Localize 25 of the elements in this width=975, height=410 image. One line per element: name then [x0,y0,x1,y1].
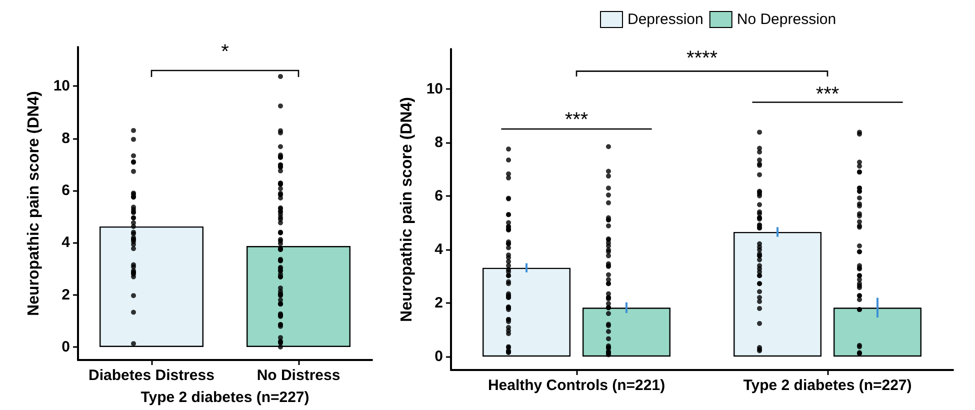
y-tick-label: 6 [434,188,443,205]
y-axis-title: Neuropathic pain score (DN4) [26,91,42,316]
y-tick-label: 0 [62,338,70,356]
annotation: **** [686,47,718,70]
y-axis-title: Neuropathic pain score (DN4) [398,97,416,322]
y-tick-label: 4 [62,234,71,252]
x-tick-label: Diabetes Distress [88,367,214,384]
y-tick-label: 4 [434,241,444,258]
x-tick-label: Healthy Controls (n=221) [488,377,666,394]
y-tick-label: 2 [434,294,443,312]
y-tick-label: 6 [62,182,70,199]
y-tick-label: 0 [434,348,443,366]
x-tick-label: Type 2 diabetes (n=227) [743,377,912,394]
y-tick-label: 2 [62,286,70,304]
legend-label: No Depression [736,11,836,28]
legend-label: Depression [628,11,704,28]
annotation: *** [564,109,588,132]
y-tick-label: 8 [62,130,70,147]
x-tick-label: No Distress [256,367,340,384]
annotation: * [221,41,230,64]
annotation: *** [816,83,840,106]
x-axis-title: Type 2 diabetes (n=227) [140,389,310,406]
y-tick-label: 10 [426,80,443,98]
y-tick-label: 10 [53,78,70,95]
y-tick-label: 8 [434,134,443,152]
